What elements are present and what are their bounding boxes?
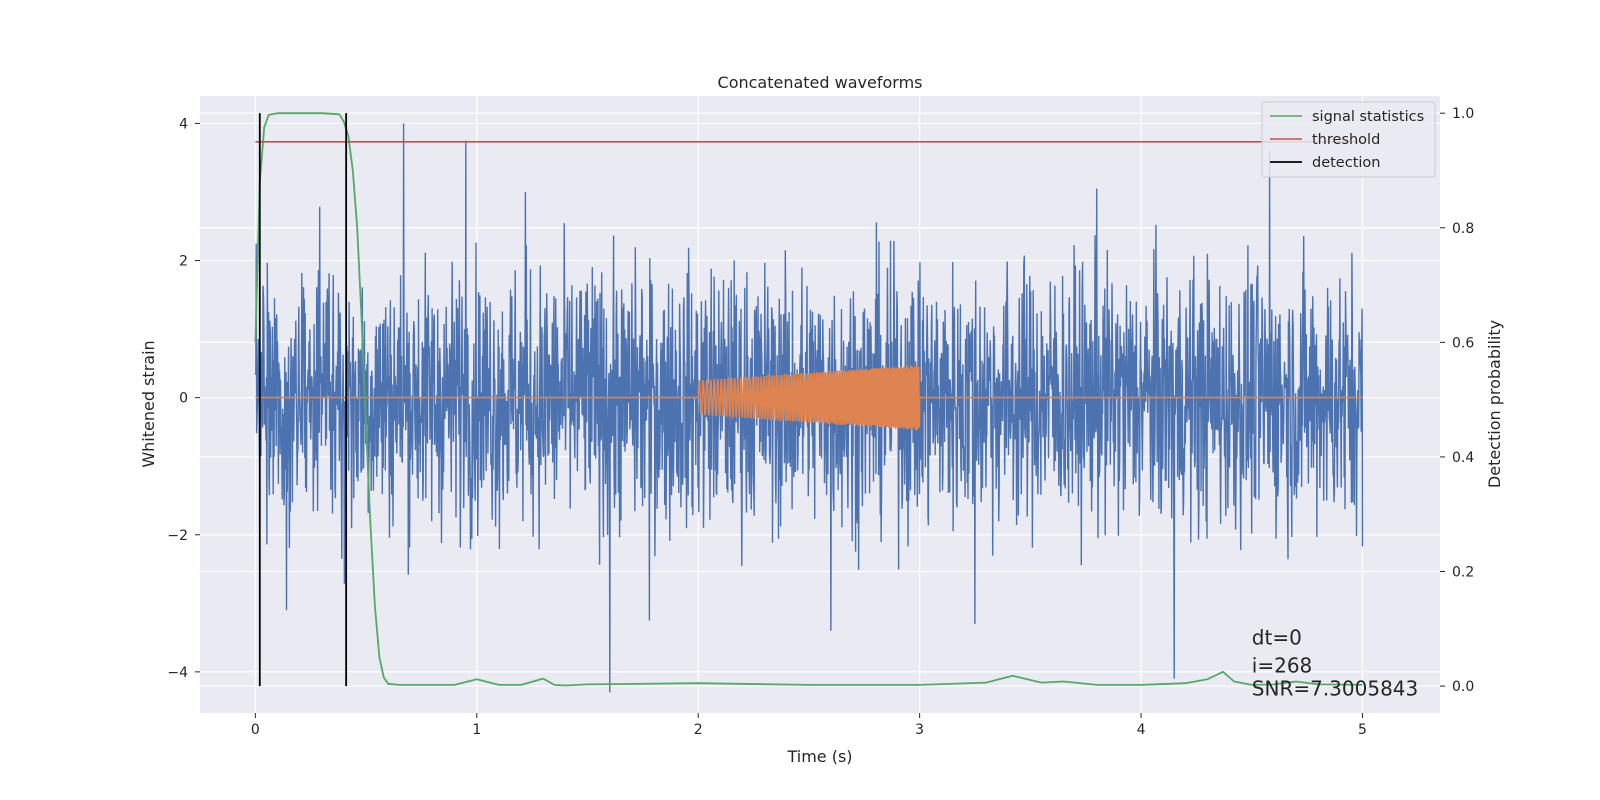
annotations: dt=0 i=268 SNR=7.3005843 (1252, 625, 1418, 700)
y-tick-label: 4 (179, 116, 188, 132)
y2-tick-label: 0.8 (1452, 221, 1474, 237)
noise-line (254, 123, 1364, 693)
annotation-dt: dt=0 (1252, 625, 1302, 649)
x-tick-label: 0 (251, 722, 260, 738)
x-axis-ticks: 0 1 2 3 4 5 (251, 713, 1367, 738)
detection-series (258, 113, 348, 687)
y-tick-label: −2 (167, 528, 188, 544)
legend-box (1261, 101, 1436, 178)
y2-tick-label: 0.6 (1452, 335, 1474, 351)
x-tick-label: 2 (694, 722, 703, 738)
y2-tick-label: 0.2 (1452, 564, 1474, 580)
x-tick-label: 3 (915, 722, 924, 738)
y-tick-label: 2 (179, 254, 188, 270)
y-tick-label: −4 (167, 665, 188, 681)
x-axis-label: Time (s) (786, 747, 852, 766)
y-axis-ticks: −4 −2 0 2 4 (167, 116, 200, 681)
y-axis-label: Whitened strain (139, 340, 158, 467)
x-tick-label: 4 (1137, 722, 1146, 738)
chart-title: Concatenated waveforms (718, 73, 923, 92)
legend-label-detection: detection (1312, 155, 1380, 171)
annotation-i: i=268 (1252, 653, 1313, 677)
y-tick-label: 0 (179, 391, 188, 407)
legend-label-threshold: threshold (1312, 132, 1380, 148)
legend: signal statistics threshold detection (1261, 101, 1436, 178)
y2-tick-label: 0.0 (1452, 679, 1474, 695)
x-tick-label: 5 (1358, 722, 1367, 738)
signal-statistics-line (254, 112, 1363, 687)
y2-axis-ticks: 0.0 0.2 0.4 0.6 0.8 1.0 (1440, 106, 1474, 695)
y2-tick-label: 0.4 (1452, 450, 1474, 466)
noise-series (254, 123, 1364, 693)
signal-statistics-series (254, 112, 1363, 687)
injection-series (255, 365, 1363, 431)
y2-tick-label: 1.0 (1452, 106, 1474, 122)
y2-axis-label: Detection probability (1485, 320, 1504, 488)
injection-line (255, 365, 1363, 431)
legend-label-signal-statistics: signal statistics (1312, 109, 1424, 125)
annotation-snr: SNR=7.3005843 (1252, 676, 1418, 700)
x-tick-label: 1 (472, 722, 481, 738)
